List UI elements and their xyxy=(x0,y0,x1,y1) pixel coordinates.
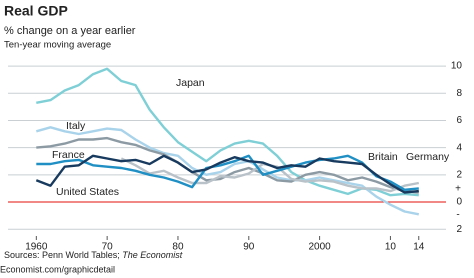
y-tick-label: 2 xyxy=(456,224,462,235)
series-line xyxy=(36,154,419,191)
series-line xyxy=(35,126,420,216)
y-tick-label: 2 xyxy=(456,169,462,180)
x-tick-label: 80 xyxy=(172,242,184,253)
series-label: Italy xyxy=(66,120,86,132)
y-tick-label: 10 xyxy=(451,61,463,72)
chart-note: Ten-year moving average xyxy=(4,40,111,51)
y-tick-label: 4 xyxy=(456,142,462,153)
series-label: Germany xyxy=(406,151,450,163)
series-label: Britain xyxy=(368,151,398,163)
series-label: United States xyxy=(56,186,119,198)
footer: Economist.com/graphicdetail xyxy=(0,264,115,274)
source-text: Sources: Penn World Tables; xyxy=(4,250,122,260)
x-tick-label: 2000 xyxy=(308,242,331,253)
source-italic: The Economist xyxy=(122,250,183,260)
series-line xyxy=(35,154,419,194)
series-label: France xyxy=(52,149,85,161)
series-label: Japan xyxy=(176,77,205,89)
x-tick-label: 1960 xyxy=(25,242,48,253)
chart-subtitle: % change on a year earlier xyxy=(4,25,136,37)
x-tick-label: 70 xyxy=(102,242,114,253)
x-tick-label: 10 xyxy=(385,242,397,253)
y-tick-label: 8 xyxy=(456,88,462,99)
source: Sources: Penn World Tables; The Economis… xyxy=(4,250,183,260)
x-tick-label: 90 xyxy=(243,242,255,253)
y-sign-positive: + xyxy=(455,184,461,195)
x-tick-label: 14 xyxy=(413,242,425,253)
y-tick-label: 6 xyxy=(456,115,462,126)
y-sign-negative: - xyxy=(456,210,459,221)
chart-title: Real GDP xyxy=(4,3,68,19)
series-line xyxy=(36,67,419,197)
series-line xyxy=(36,136,419,194)
y-tick-label: 0 xyxy=(456,197,462,208)
